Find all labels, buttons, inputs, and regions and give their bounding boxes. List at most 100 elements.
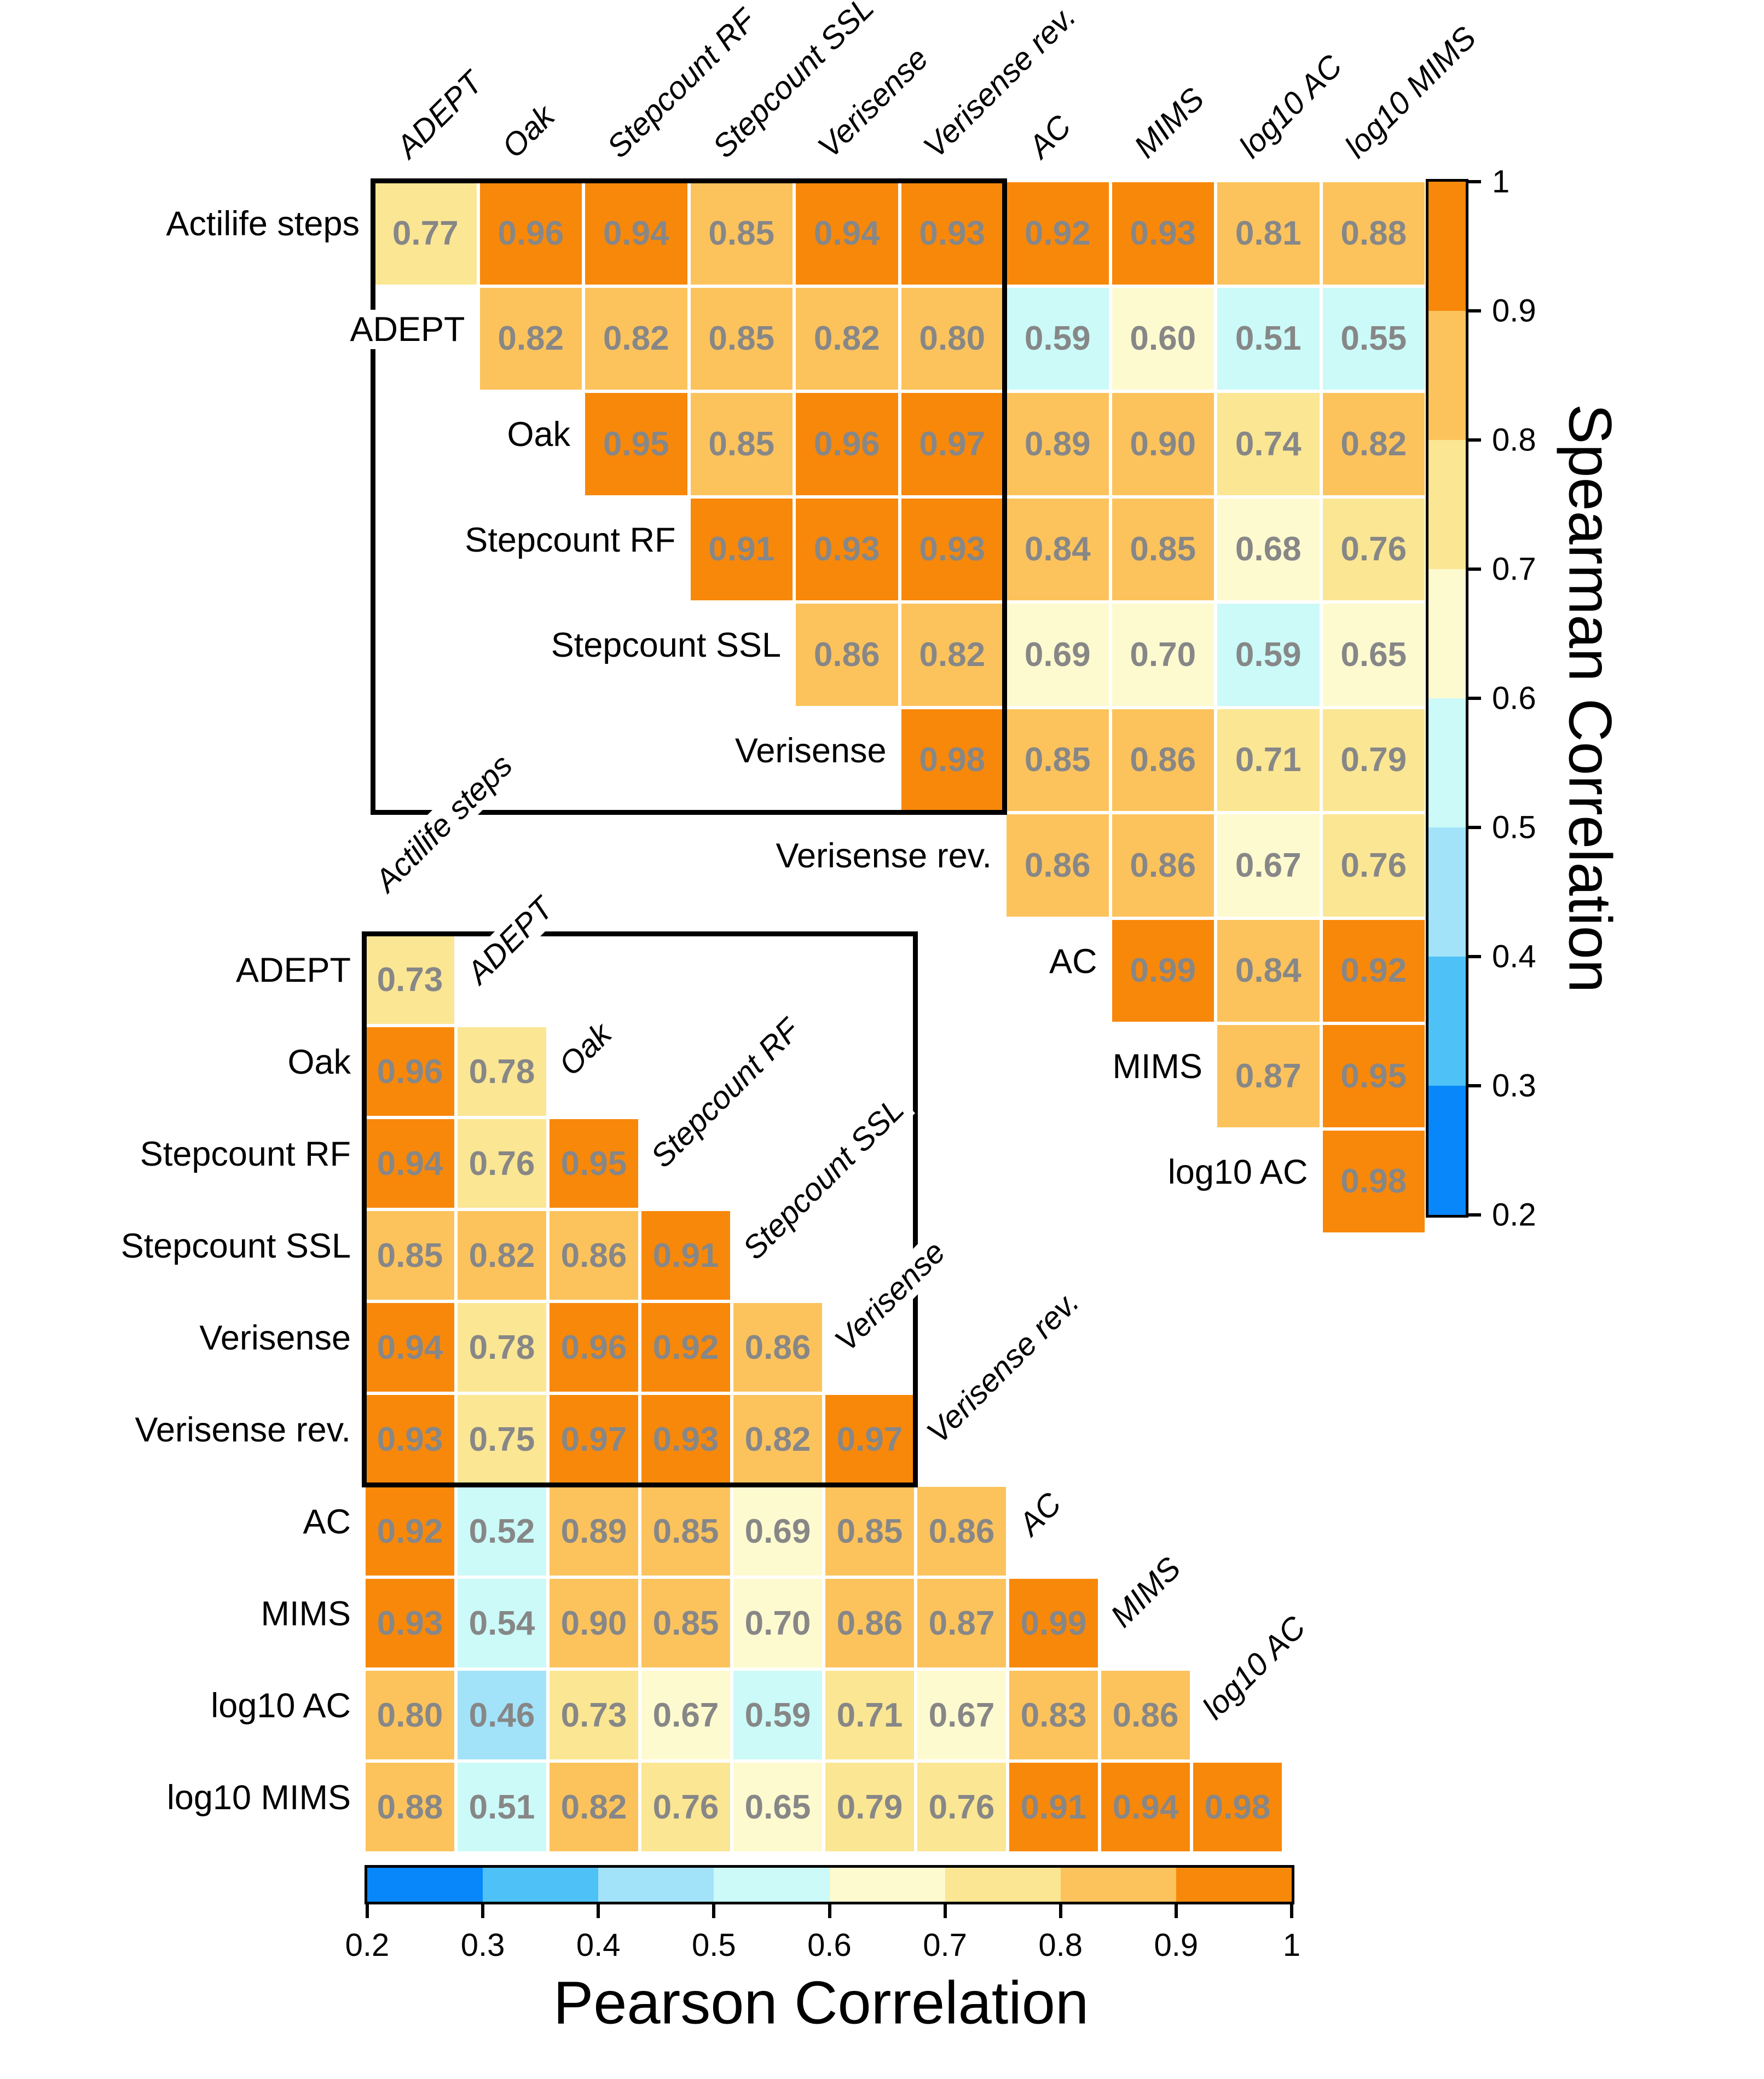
colorbar-tick bbox=[1466, 1213, 1481, 1217]
col-label-text: MIMS bbox=[1125, 77, 1216, 167]
colorbar-tick-label: 0.9 bbox=[1154, 1927, 1199, 1963]
heatmap-cell-pearson-9-8: 0.94 bbox=[1100, 1761, 1192, 1853]
heatmap-cell-spearman-5-8: 0.71 bbox=[1216, 707, 1321, 813]
colorbar-tick-label: 1 bbox=[1492, 164, 1510, 200]
cell-value: 0.86 bbox=[928, 1512, 995, 1550]
heatmap-cell-pearson-7-0: 0.93 bbox=[364, 1577, 456, 1669]
row-label-text: Verisense bbox=[729, 731, 892, 771]
row-label-pearson-7: MIMS bbox=[0, 1577, 356, 1669]
heatmap-cell-spearman-6-9: 0.76 bbox=[1321, 813, 1426, 918]
heatmap-cell-pearson-8-7: 0.83 bbox=[1008, 1669, 1100, 1761]
heatmap-cell-pearson-9-4: 0.65 bbox=[732, 1761, 824, 1853]
heatmap-cell-spearman-0-3: 0.85 bbox=[689, 181, 794, 286]
col-label-text: ADEPT bbox=[387, 61, 494, 167]
cell-value: 0.82 bbox=[919, 635, 986, 674]
heatmap-cell-spearman-4-5: 0.82 bbox=[899, 602, 1005, 708]
heatmap-cell-pearson-4-3: 0.92 bbox=[640, 1301, 732, 1393]
cell-value: 0.93 bbox=[813, 530, 880, 569]
colorbar-tick bbox=[1466, 697, 1481, 700]
cell-value: 0.79 bbox=[836, 1788, 903, 1826]
cell-value: 0.76 bbox=[469, 1144, 535, 1183]
row-label-text: Stepcount SSL bbox=[115, 1226, 356, 1266]
cell-value: 0.96 bbox=[560, 1328, 627, 1366]
cell-value: 0.67 bbox=[652, 1696, 719, 1734]
cell-value: 0.96 bbox=[377, 1052, 443, 1091]
cell-value: 0.98 bbox=[919, 741, 986, 779]
colorbar-tick-label: 0.2 bbox=[345, 1927, 390, 1963]
row-label-text: Oak bbox=[501, 415, 576, 455]
col-label-text: Verisense rev. bbox=[918, 1281, 1091, 1453]
cell-value: 0.71 bbox=[836, 1696, 903, 1734]
cell-value: 0.82 bbox=[813, 320, 880, 358]
heatmap-cell-spearman-0-1: 0.96 bbox=[478, 181, 583, 286]
heatmap-cell-spearman-4-4: 0.86 bbox=[794, 602, 900, 708]
colorbar-segment bbox=[1428, 182, 1466, 311]
heatmap-cell-pearson-8-5: 0.71 bbox=[824, 1669, 916, 1761]
heatmap-cell-pearson-4-2: 0.96 bbox=[548, 1301, 640, 1393]
heatmap-cell-pearson-5-1: 0.75 bbox=[456, 1393, 548, 1485]
cell-value: 0.98 bbox=[1340, 1162, 1407, 1201]
heatmap-cell-spearman-0-9: 0.88 bbox=[1321, 181, 1426, 286]
cell-value: 0.59 bbox=[1024, 320, 1091, 358]
colorbar-segment bbox=[1428, 698, 1466, 827]
heatmap-cell-spearman-7-8: 0.84 bbox=[1216, 918, 1321, 1023]
row-label-text: Stepcount RF bbox=[459, 520, 681, 560]
col-label-text: Stepcount SSL bbox=[734, 1088, 916, 1270]
heatmap-cell-pearson-5-3: 0.93 bbox=[640, 1393, 732, 1485]
heatmap-cell-pearson-8-8: 0.86 bbox=[1100, 1669, 1192, 1761]
colorbar-segment bbox=[1428, 569, 1466, 698]
row-label-spearman-7: AC bbox=[0, 918, 1103, 1024]
colorbar-tick bbox=[1466, 309, 1481, 312]
row-label-text: Stepcount RF bbox=[134, 1134, 356, 1174]
colorbar-tick bbox=[1290, 1902, 1293, 1918]
colorbar-tick bbox=[597, 1902, 600, 1918]
cell-value: 0.51 bbox=[469, 1788, 535, 1826]
heatmap-cell-spearman-6-8: 0.67 bbox=[1216, 813, 1321, 918]
heatmap-cell-pearson-7-4: 0.70 bbox=[732, 1577, 824, 1669]
heatmap-cell-pearson-2-1: 0.76 bbox=[456, 1117, 548, 1209]
heatmap-cell-spearman-1-5: 0.80 bbox=[899, 286, 1005, 391]
cell-value: 0.85 bbox=[377, 1236, 443, 1275]
heatmap-cell-pearson-9-5: 0.79 bbox=[824, 1761, 916, 1853]
heatmap-cell-spearman-9-9: 0.98 bbox=[1321, 1128, 1426, 1234]
heatmap-cell-spearman-3-8: 0.68 bbox=[1216, 496, 1321, 602]
heatmap-cell-spearman-1-3: 0.85 bbox=[689, 286, 794, 391]
heatmap-cell-spearman-1-4: 0.82 bbox=[794, 286, 900, 391]
colorbar-tick bbox=[366, 1902, 369, 1918]
heatmap-cell-pearson-9-6: 0.76 bbox=[916, 1761, 1008, 1853]
heatmap-cell-pearson-8-6: 0.67 bbox=[916, 1669, 1008, 1761]
cell-value: 0.88 bbox=[377, 1788, 443, 1826]
heatmap-cell-spearman-0-0: 0.77 bbox=[373, 181, 478, 286]
row-label-spearman-3: Stepcount RF bbox=[0, 497, 681, 603]
row-label-pearson-3: Stepcount SSL bbox=[0, 1209, 356, 1301]
heatmap-cell-pearson-8-2: 0.73 bbox=[548, 1669, 640, 1761]
heatmap-cell-spearman-7-7: 0.99 bbox=[1110, 918, 1216, 1023]
heatmap-cell-pearson-2-2: 0.95 bbox=[548, 1117, 640, 1209]
cell-value: 0.51 bbox=[1235, 320, 1302, 358]
cell-value: 0.75 bbox=[469, 1420, 535, 1458]
heatmap-cell-spearman-3-7: 0.85 bbox=[1110, 496, 1216, 602]
cell-value: 0.69 bbox=[1024, 635, 1091, 674]
col-label-text: log10 MIMS bbox=[1335, 16, 1487, 167]
colorbar-tick-label: 0.9 bbox=[1492, 293, 1536, 329]
col-label-text: log10 AC bbox=[1230, 44, 1354, 167]
heatmap-cell-spearman-1-7: 0.60 bbox=[1110, 286, 1216, 391]
cell-value: 0.82 bbox=[498, 320, 564, 358]
heatmap-cell-pearson-9-3: 0.76 bbox=[640, 1761, 732, 1853]
cell-value: 0.71 bbox=[1235, 741, 1302, 779]
heatmap-cell-pearson-6-5: 0.85 bbox=[824, 1485, 916, 1577]
cell-value: 0.52 bbox=[469, 1512, 535, 1550]
row-label-pearson-4: Verisense bbox=[0, 1301, 356, 1393]
heatmap-cell-pearson-1-0: 0.96 bbox=[364, 1026, 456, 1117]
heatmap-cell-spearman-7-9: 0.92 bbox=[1321, 918, 1426, 1023]
heatmap-cell-pearson-3-1: 0.82 bbox=[456, 1209, 548, 1301]
heatmap-cell-pearson-7-1: 0.54 bbox=[456, 1577, 548, 1669]
heatmap-cell-spearman-2-3: 0.85 bbox=[689, 391, 794, 497]
heatmap-cell-spearman-0-6: 0.92 bbox=[1005, 181, 1111, 286]
cell-value: 0.67 bbox=[1235, 846, 1302, 884]
colorbar-tick-label: 0.8 bbox=[1492, 422, 1536, 458]
cell-value: 0.93 bbox=[919, 530, 986, 569]
heatmap-cell-spearman-0-5: 0.93 bbox=[899, 181, 1005, 286]
colorbar-tick bbox=[1466, 180, 1481, 183]
heatmap-cell-spearman-8-9: 0.95 bbox=[1321, 1023, 1426, 1129]
